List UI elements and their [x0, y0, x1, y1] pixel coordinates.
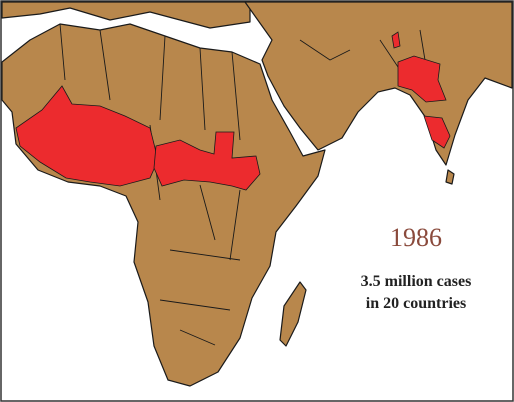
affected-kashmir [391, 31, 401, 49]
cases-line: 3.5 million cases [361, 273, 472, 290]
sri-lanka [445, 169, 455, 185]
affected-south-india [423, 115, 451, 149]
asia [244, 1, 513, 166]
affected-central-africa [153, 131, 261, 191]
madagascar [279, 281, 307, 347]
countries-line: in 20 countries [366, 295, 466, 312]
affected-north-india [397, 55, 447, 103]
year: 1986 [390, 223, 442, 252]
europe [1, 1, 251, 29]
